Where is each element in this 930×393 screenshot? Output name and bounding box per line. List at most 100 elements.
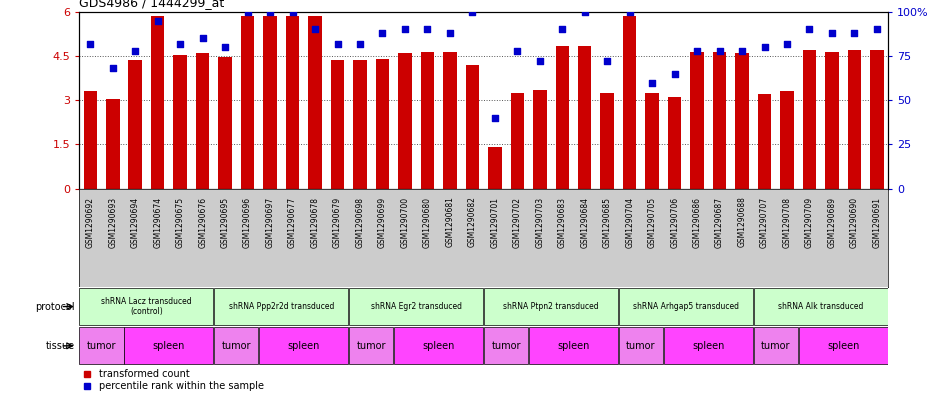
- Bar: [214, 327, 259, 364]
- Text: GSM1290709: GSM1290709: [805, 196, 814, 248]
- Text: GSM1290701: GSM1290701: [490, 196, 499, 248]
- Point: [420, 26, 435, 33]
- Text: shRNA Arhgap5 transduced: shRNA Arhgap5 transduced: [633, 302, 738, 311]
- Bar: [484, 327, 528, 364]
- Bar: [484, 288, 618, 325]
- Bar: [420, 51, 434, 189]
- Bar: [125, 327, 214, 364]
- Text: GSM1290679: GSM1290679: [333, 196, 342, 248]
- Text: GSM1290692: GSM1290692: [86, 196, 95, 248]
- Point: [578, 9, 592, 15]
- Point: [443, 30, 458, 36]
- Bar: [555, 46, 569, 189]
- Text: GSM1290677: GSM1290677: [288, 196, 297, 248]
- Text: GSM1290686: GSM1290686: [693, 196, 701, 248]
- Text: tumor: tumor: [626, 341, 656, 351]
- Bar: [106, 99, 119, 189]
- Text: GSM1290681: GSM1290681: [445, 196, 455, 247]
- Text: spleen: spleen: [557, 341, 590, 351]
- Text: shRNA Lacz transduced
(control): shRNA Lacz transduced (control): [101, 297, 192, 316]
- Point: [127, 48, 142, 54]
- Text: tissue: tissue: [46, 341, 74, 351]
- Point: [644, 79, 659, 86]
- Bar: [601, 93, 614, 189]
- Text: percentile rank within the sample: percentile rank within the sample: [100, 381, 264, 391]
- Text: tumor: tumor: [491, 341, 521, 351]
- Bar: [578, 46, 591, 189]
- Text: GSM1290696: GSM1290696: [243, 196, 252, 248]
- Point: [308, 26, 323, 33]
- Bar: [376, 59, 389, 189]
- Text: GSM1290674: GSM1290674: [153, 196, 162, 248]
- Bar: [79, 327, 124, 364]
- Point: [735, 48, 750, 54]
- Text: GSM1290676: GSM1290676: [198, 196, 207, 248]
- Bar: [618, 288, 753, 325]
- Bar: [803, 50, 817, 189]
- Text: GSM1290707: GSM1290707: [760, 196, 769, 248]
- Text: GSM1290691: GSM1290691: [872, 196, 882, 248]
- Text: GSM1290704: GSM1290704: [625, 196, 634, 248]
- Text: GSM1290689: GSM1290689: [828, 196, 836, 248]
- Bar: [753, 288, 888, 325]
- Text: GSM1290685: GSM1290685: [603, 196, 612, 248]
- Point: [105, 65, 120, 72]
- Point: [218, 44, 232, 50]
- Bar: [443, 51, 457, 189]
- Point: [712, 48, 727, 54]
- Bar: [618, 327, 663, 364]
- Text: GSM1290680: GSM1290680: [423, 196, 432, 248]
- Text: GSM1290688: GSM1290688: [737, 196, 747, 247]
- Bar: [668, 97, 682, 189]
- Bar: [128, 61, 142, 189]
- Point: [240, 9, 255, 15]
- Point: [532, 58, 547, 64]
- Bar: [241, 16, 254, 189]
- Point: [151, 17, 166, 24]
- Bar: [259, 327, 349, 364]
- Text: GSM1290705: GSM1290705: [647, 196, 657, 248]
- Bar: [529, 327, 618, 364]
- Bar: [533, 90, 547, 189]
- Text: GSM1290684: GSM1290684: [580, 196, 590, 248]
- Bar: [349, 327, 393, 364]
- Text: GSM1290693: GSM1290693: [108, 196, 117, 248]
- Text: tumor: tumor: [356, 341, 386, 351]
- Text: GSM1290683: GSM1290683: [558, 196, 566, 248]
- Text: GSM1290695: GSM1290695: [220, 196, 230, 248]
- Point: [600, 58, 615, 64]
- Bar: [753, 327, 798, 364]
- Text: shRNA Alk transduced: shRNA Alk transduced: [778, 302, 863, 311]
- Text: GSM1290708: GSM1290708: [782, 196, 791, 248]
- Text: GSM1290690: GSM1290690: [850, 196, 859, 248]
- Point: [847, 30, 862, 36]
- Point: [622, 9, 637, 15]
- Bar: [263, 16, 277, 189]
- Point: [375, 30, 390, 36]
- Bar: [623, 16, 636, 189]
- Point: [286, 9, 300, 15]
- Text: spleen: spleen: [153, 341, 185, 351]
- Bar: [353, 61, 366, 189]
- Bar: [645, 93, 658, 189]
- Text: tumor: tumor: [221, 341, 251, 351]
- Bar: [286, 16, 299, 189]
- Point: [690, 48, 705, 54]
- Point: [510, 48, 525, 54]
- Bar: [870, 50, 883, 189]
- Text: shRNA Egr2 transduced: shRNA Egr2 transduced: [371, 302, 461, 311]
- Point: [779, 40, 794, 47]
- Point: [173, 40, 188, 47]
- Bar: [466, 65, 479, 189]
- Bar: [173, 55, 187, 189]
- Text: spleen: spleen: [692, 341, 724, 351]
- Text: GSM1290698: GSM1290698: [355, 196, 365, 248]
- Bar: [799, 327, 888, 364]
- Bar: [331, 61, 344, 189]
- Bar: [758, 94, 771, 189]
- Bar: [712, 51, 726, 189]
- Point: [195, 35, 210, 41]
- Point: [352, 40, 367, 47]
- Text: GSM1290706: GSM1290706: [671, 196, 679, 248]
- Point: [330, 40, 345, 47]
